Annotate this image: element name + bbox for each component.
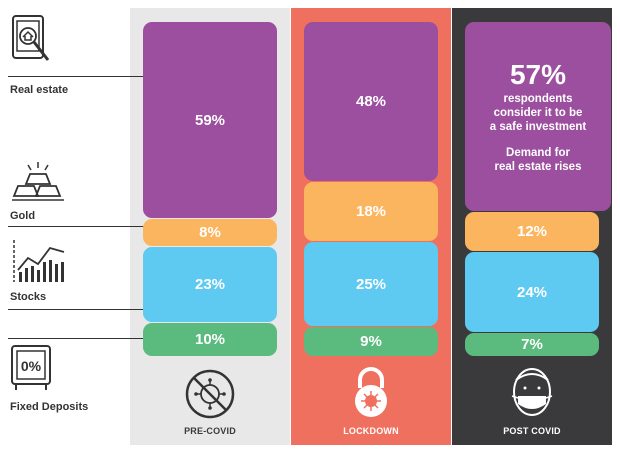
house-tablet-search-icon: [12, 15, 50, 61]
pre-covid-gold-value: 8%: [199, 224, 221, 241]
gold-leader: [8, 226, 144, 227]
stocks-label: Stocks: [10, 291, 47, 303]
post-covid-gold-bar: 12%: [465, 212, 599, 251]
pre-covid-fixed-deposits-value: 10%: [194, 331, 226, 348]
post-covid-real-estate-value: 57%: [509, 58, 567, 90]
mask-face-icon: [511, 368, 553, 416]
lockdown-real-estate-bar: 48%: [304, 22, 438, 181]
post-covid-label: POST COVID: [503, 426, 561, 436]
gold-label: Gold: [10, 210, 36, 222]
no-virus-icon: [185, 369, 235, 419]
post-covid-note-line1: respondents: [503, 92, 573, 105]
fixed-deposits-leader: [8, 338, 144, 339]
safe-percent-icon: 0%: [11, 345, 51, 390]
svg-text:0%: 0%: [21, 358, 42, 374]
pre-covid-fixed-deposits-bar: 10%: [143, 323, 277, 356]
lockdown-fixed-deposits-bar: 9%: [304, 327, 438, 356]
post-covid-note-line3: a safe investment: [489, 120, 587, 133]
post-covid-fixed-deposits-bar: 7%: [465, 333, 599, 356]
lock-virus-icon: [355, 367, 387, 417]
pre-covid-gold-bar: 8%: [143, 219, 277, 246]
post-covid-stocks-bar: 24%: [465, 252, 599, 332]
lockdown-label: LOCKDOWN: [343, 426, 399, 436]
pre-covid-stocks-value: 23%: [194, 276, 226, 293]
stocks-leader: [8, 309, 144, 310]
lockdown-real-estate-value: 48%: [355, 93, 387, 110]
post-covid-real-estate-bar: 57% respondents consider it to be a safe…: [465, 22, 611, 211]
post-covid-fixed-deposits-value: 7%: [521, 336, 543, 353]
post-covid-note-line2: consider it to be: [493, 106, 583, 119]
post-covid-note-line4: Demand for: [506, 146, 570, 159]
stock-chart-icon: [13, 240, 65, 282]
post-covid-gold-value: 12%: [516, 223, 548, 240]
lockdown-gold-bar: 18%: [304, 182, 438, 241]
pre-covid-stocks-bar: 23%: [143, 247, 277, 322]
pre-covid-label: PRE-COVID: [184, 426, 236, 436]
real-estate-leader: [8, 76, 144, 77]
fixed-deposits-label: Fixed Deposits: [10, 401, 89, 413]
pre-covid-real-estate-bar: 59%: [143, 22, 277, 218]
gold-bars-icon: [12, 162, 64, 201]
pre-covid-real-estate-value: 59%: [194, 111, 226, 129]
lockdown-fixed-deposits-value: 9%: [360, 333, 382, 350]
post-covid-stocks-value: 24%: [516, 283, 548, 301]
real-estate-label: Real estate: [10, 84, 69, 96]
lockdown-stocks-bar: 25%: [304, 242, 438, 326]
lockdown-gold-value: 18%: [355, 203, 387, 220]
post-covid-note-line5: real estate rises: [494, 160, 582, 173]
lockdown-stocks-value: 25%: [355, 275, 387, 293]
